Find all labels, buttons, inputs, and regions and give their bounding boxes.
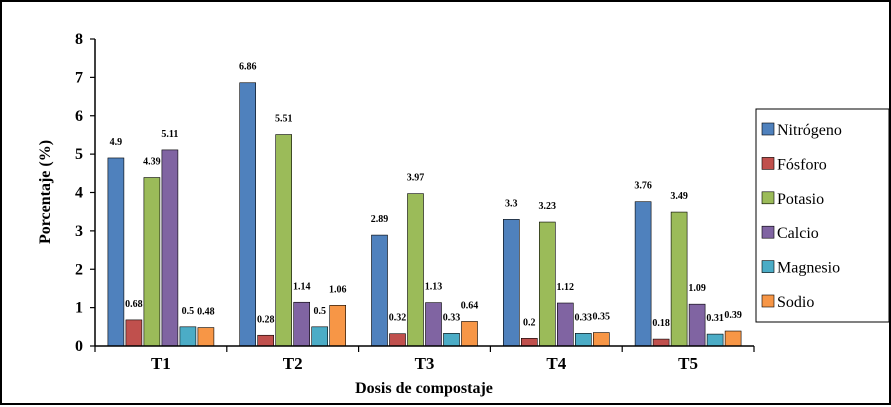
- data-label: 5.51: [275, 114, 293, 125]
- x-tick-label: T1: [151, 354, 171, 373]
- x-tick-label: T2: [283, 354, 303, 373]
- data-label: 1.12: [557, 282, 575, 293]
- bar: [143, 177, 161, 347]
- legend-label: Fósforo: [777, 156, 827, 173]
- bar: [107, 157, 125, 347]
- legend-swatch: [761, 294, 775, 308]
- bar: [538, 221, 556, 347]
- bar: [311, 326, 329, 347]
- y-tick-label: 5: [75, 146, 83, 163]
- x-tick-label: T3: [415, 354, 435, 373]
- bar: [293, 301, 311, 347]
- data-label: 0.2: [523, 317, 536, 328]
- y-tick-label: 4: [75, 185, 83, 202]
- x-axis-title: Dosis de compostaje: [355, 380, 493, 397]
- legend-items: Nitrógeno Fósforo Potasio Calcio Magnesio Sod…: [761, 122, 842, 311]
- data-label: 0.28: [257, 314, 275, 325]
- data-label: 5.11: [161, 129, 178, 140]
- bar: [197, 327, 215, 347]
- y-tick-label: 7: [75, 69, 83, 86]
- y-tick-label: 0: [75, 338, 83, 355]
- legend-swatch: [761, 260, 775, 273]
- data-label: 0.68: [125, 299, 143, 310]
- data-label: 0.5: [182, 306, 195, 317]
- bar: [371, 234, 388, 347]
- legend-label: Nitrógeno: [777, 122, 842, 139]
- bar: [329, 305, 347, 347]
- data-label: 3.3: [505, 198, 518, 209]
- x-tick-label: T4: [546, 354, 566, 373]
- legend-label: Potasio: [777, 191, 824, 208]
- data-label: 1.09: [688, 283, 706, 294]
- bar: [520, 338, 538, 347]
- data-label: 2.89: [371, 214, 389, 225]
- data-label: 1.14: [293, 281, 311, 292]
- legend-label: Sodio: [777, 294, 814, 311]
- legend-box: [755, 108, 890, 323]
- bar: [125, 319, 143, 347]
- legend-label: Calcio: [777, 225, 819, 242]
- data-label: 6.86: [239, 62, 257, 73]
- data-label: 0.33: [443, 312, 461, 323]
- bar: [407, 193, 424, 347]
- data-label: 3.76: [634, 181, 652, 192]
- y-tick-label: 2: [75, 261, 83, 278]
- bar: [634, 201, 652, 347]
- y-tick-label: 8: [75, 31, 83, 48]
- bar: [179, 326, 197, 347]
- bar: [389, 333, 406, 347]
- bars-layer: [107, 82, 742, 347]
- data-label: 3.49: [670, 191, 688, 202]
- bar: [574, 333, 592, 347]
- data-label: 1.13: [425, 282, 443, 293]
- y-ticks-layer: 0 1 2 3 4 5 6 7 8: [75, 31, 95, 355]
- data-label: 0.32: [389, 313, 407, 324]
- bar: [275, 134, 293, 347]
- y-tick-label: 1: [75, 300, 83, 317]
- legend-swatch: [761, 122, 775, 136]
- data-label: 4.9: [110, 137, 123, 148]
- y-tick-label: 6: [75, 108, 83, 125]
- legend-swatch: [761, 191, 775, 205]
- legend: Nitrógeno Fósforo Potasio Calcio Magnesio Sod…: [755, 108, 890, 323]
- bar: [592, 332, 610, 347]
- y-tick-label: 3: [75, 223, 83, 240]
- bar: [652, 338, 670, 347]
- data-label: 0.18: [652, 318, 670, 329]
- bar: [670, 211, 688, 347]
- data-label: 0.48: [197, 307, 215, 318]
- data-label: 4.39: [143, 157, 161, 168]
- bar: [425, 302, 442, 347]
- bar: [239, 82, 256, 347]
- legend-swatch: [761, 225, 775, 239]
- data-label: 0.39: [724, 310, 742, 321]
- legend-label: Magnesio: [777, 260, 840, 277]
- data-label: 0.64: [461, 300, 479, 311]
- data-label: 3.97: [407, 173, 425, 184]
- y-axis-title: Porcentaje (%): [37, 140, 54, 244]
- x-tick-label: T5: [678, 354, 698, 373]
- x-ticks-layer: T1 T2 T3 T4 T5: [94, 346, 755, 373]
- data-label: 0.33: [575, 312, 593, 323]
- data-label: 0.31: [706, 313, 724, 324]
- data-labels-layer: 4.90.684.395.110.5 0.486.860.285.511.140.…: [110, 62, 742, 329]
- bar: [706, 333, 724, 347]
- legend-swatch: [761, 157, 775, 170]
- bar: [724, 330, 742, 347]
- bar: [461, 321, 478, 347]
- bar: [556, 302, 574, 347]
- bar: [443, 333, 460, 347]
- data-label: 0.35: [593, 312, 611, 323]
- data-label: 3.23: [539, 201, 557, 212]
- data-label: 0.5: [313, 306, 326, 317]
- bar: [688, 303, 706, 347]
- data-label: 1.06: [329, 284, 347, 295]
- bar: [161, 149, 179, 347]
- bar: [502, 219, 520, 347]
- bar: [257, 334, 274, 347]
